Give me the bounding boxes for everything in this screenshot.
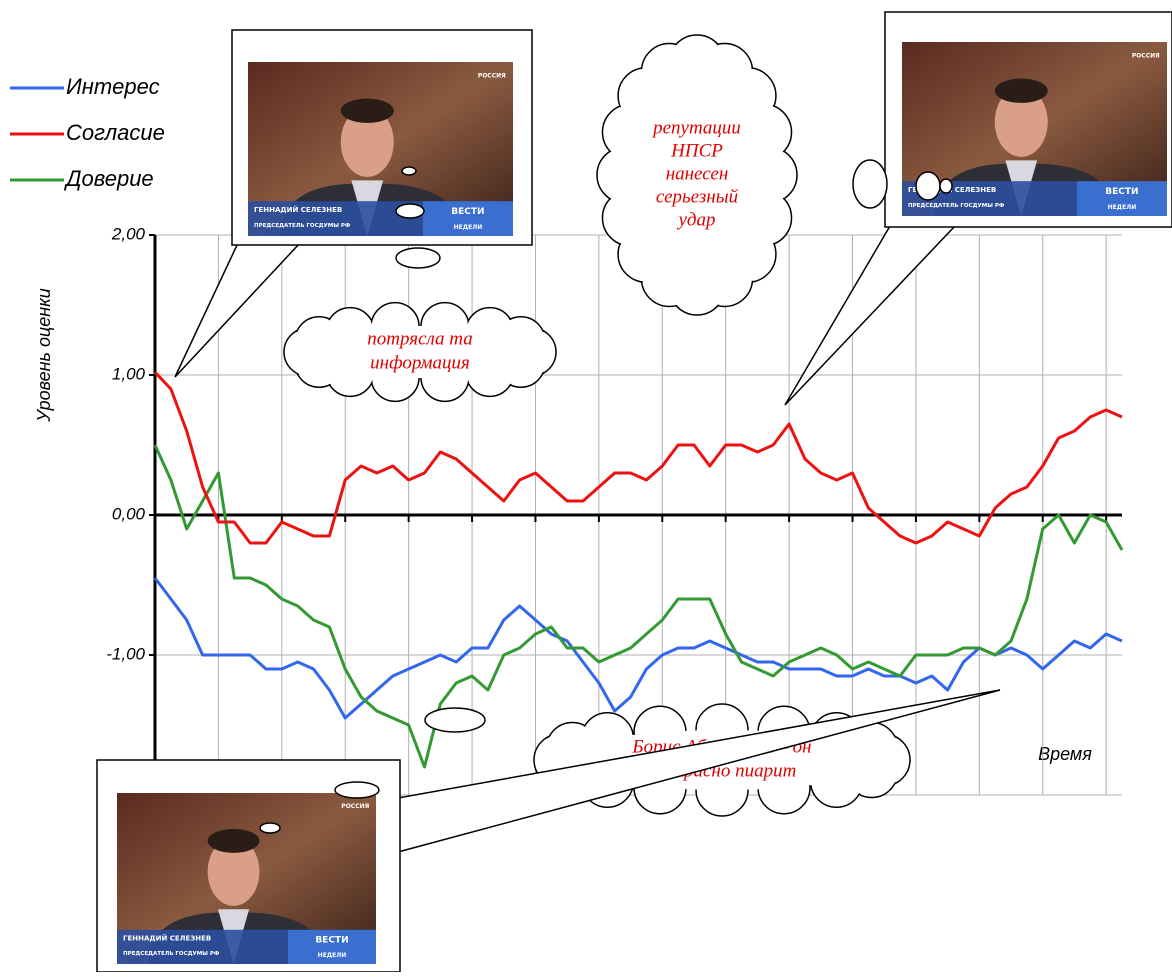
- caption-name: ГЕННАДИЙ СЕЛЕЗНЕВ: [123, 933, 211, 942]
- series-line: [153, 577, 1123, 720]
- annotation-text: репутации: [651, 117, 741, 138]
- series-line: [153, 371, 1123, 545]
- thought-bubble: [424, 707, 486, 733]
- x-axis-title: Время: [1038, 744, 1092, 764]
- thought-cloud: [596, 34, 798, 316]
- annotation-text: НПСР: [670, 140, 723, 161]
- caption-bar: [248, 201, 423, 236]
- series-line: [153, 444, 1124, 769]
- caption-role: ПРЕДСЕДАТЕЛЬ ГОСДУМЫ РФ: [908, 203, 1005, 209]
- caption-bar: [117, 929, 288, 964]
- callout-pointer: [397, 689, 1001, 853]
- thought-bubble: [852, 159, 888, 209]
- caption-logo-sub: НЕДЕЛИ: [1108, 204, 1137, 211]
- annotation-text: потрясла та: [367, 328, 472, 349]
- thought-cloud: [283, 301, 557, 403]
- caption-logo-sub: НЕДЕЛИ: [454, 224, 483, 231]
- annotation-text: информация: [370, 352, 470, 373]
- annotation-text: нанесен: [666, 163, 729, 184]
- caption-channel: РОССИЯ: [1132, 52, 1160, 59]
- thought-bubble: [401, 166, 417, 176]
- thought-bubble: [334, 781, 380, 799]
- caption-logo-sub: НЕДЕЛИ: [318, 952, 347, 959]
- thought-bubble: [915, 171, 941, 201]
- annotation-text: удар: [677, 209, 716, 230]
- y-tick-label: -1,00: [106, 644, 145, 663]
- legend-label: Согласие: [66, 120, 165, 145]
- caption-name: ГЕННАДИЙ СЕЛЕЗНЕВ: [908, 185, 996, 194]
- caption-channel: РОССИЯ: [341, 803, 369, 810]
- callout-pointer: [784, 225, 957, 406]
- photo-face: [994, 87, 1048, 157]
- legend-label: Интерес: [66, 74, 160, 99]
- logo-bar: [422, 201, 513, 236]
- caption-logo: ВЕСТИ: [315, 936, 348, 946]
- cloud-fill: [625, 63, 769, 287]
- thought-bubble: [395, 203, 425, 219]
- caption-role: ПРЕДСЕДАТЕЛЬ ГОСДУМЫ РФ: [123, 951, 220, 957]
- cloud-fill: [308, 326, 532, 378]
- y-tick-label: 2,00: [111, 224, 146, 243]
- caption-role: ПРЕДСЕДАТЕЛЬ ГОСДУМЫ РФ: [254, 223, 351, 229]
- y-tick-label: 1,00: [112, 364, 146, 383]
- y-axis-title: Уровень оценки: [34, 288, 54, 422]
- thought-bubble: [259, 822, 281, 834]
- caption-channel: РОССИЯ: [478, 72, 506, 79]
- legend-label: Доверие: [63, 166, 154, 191]
- annotation-text: серьезный: [656, 186, 739, 207]
- thought-bubble: [939, 178, 953, 194]
- caption-logo: ВЕСТИ: [451, 207, 484, 217]
- thought-bubble: [395, 247, 441, 269]
- photo-callout: ГЕННАДИЙ СЕЛЕЗНЕВ ПРЕДСЕДАТЕЛЬ ГОСДУМЫ РФ…: [231, 29, 533, 246]
- logo-bar: [1076, 181, 1167, 216]
- photo-hair: [340, 98, 394, 123]
- caption-logo: ВЕСТИ: [1105, 187, 1138, 197]
- photo-face: [340, 107, 394, 177]
- y-tick-label: 0,00: [112, 504, 146, 523]
- photo-face: [207, 837, 260, 906]
- logo-bar: [287, 929, 376, 964]
- caption-name: ГЕННАДИЙ СЕЛЕЗНЕВ: [254, 205, 342, 214]
- photo-hair: [994, 78, 1048, 103]
- callout-pointer: [174, 242, 302, 378]
- photo-hair: [207, 828, 260, 853]
